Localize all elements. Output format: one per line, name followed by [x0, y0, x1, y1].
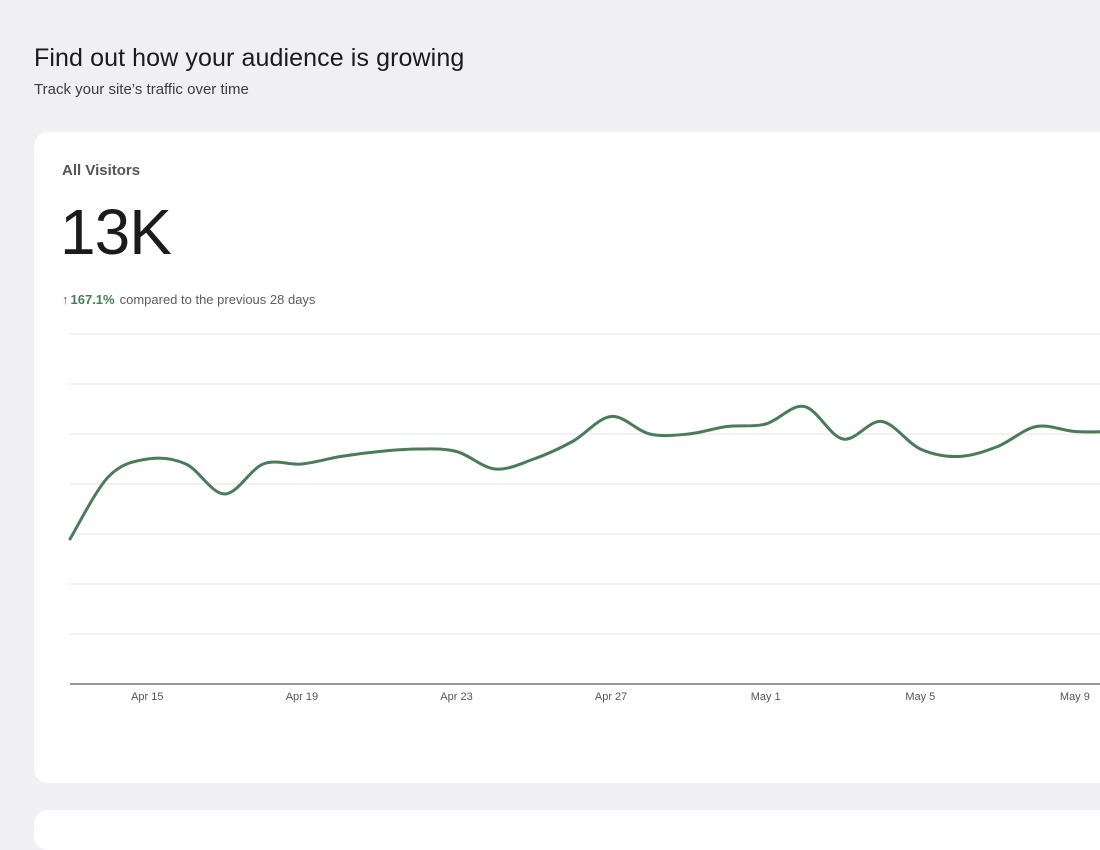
data-point: [880, 420, 884, 424]
page-subtitle: Track your site’s traffic over time: [34, 81, 249, 98]
data-point: [68, 537, 72, 541]
data-point: [802, 405, 806, 409]
data-point: [1073, 430, 1077, 434]
x-tick-label: May 5: [905, 691, 935, 703]
data-point: [532, 457, 536, 461]
change-text: compared to the previous 28 days: [119, 292, 316, 307]
data-point: [648, 432, 652, 436]
data-point: [145, 457, 149, 461]
data-point: [493, 467, 497, 471]
x-tick-label: Apr 19: [286, 691, 318, 703]
page-title: Find out how your audience is growing: [34, 44, 465, 72]
metric-value: 13K: [60, 196, 172, 268]
data-point: [764, 422, 768, 426]
data-point: [957, 455, 961, 459]
x-tick-label: Apr 23: [440, 691, 472, 703]
x-tick-label: May 1: [751, 691, 781, 703]
data-point: [686, 432, 690, 436]
data-point: [223, 492, 227, 496]
data-point: [339, 455, 343, 459]
series-line-all-visitors: [68, 404, 1100, 541]
metric-change: ↑ 167.1% compared to the previous 28 day…: [62, 292, 315, 307]
page-header: Find out how your audience is growing Tr…: [34, 44, 464, 98]
x-tick-label: May 9: [1060, 691, 1090, 703]
data-point: [1034, 425, 1038, 429]
data-point: [841, 437, 845, 441]
data-point: [184, 462, 188, 466]
visitors-line-chart[interactable]: Apr 15 Apr 19 Apr 23 Apr 27 May 1 May 5 May 9: [34, 132, 1100, 783]
next-card: [34, 810, 1100, 850]
data-point: [918, 447, 922, 451]
data-point: [455, 450, 459, 454]
data-point: [416, 447, 420, 451]
change-percent: 167.1%: [70, 292, 115, 307]
data-point: [377, 450, 381, 454]
data-point: [300, 462, 304, 466]
data-point: [261, 462, 265, 466]
data-point: [609, 415, 613, 419]
data-point: [107, 475, 111, 479]
x-tick-label: Apr 27: [595, 691, 627, 703]
visitors-card: All Visitors 13K ↑ 167.1% compared to th…: [34, 132, 1100, 783]
metric-label: All Visitors: [62, 162, 141, 179]
data-point: [570, 440, 574, 444]
data-point: [996, 445, 1000, 449]
arrow-up-icon: ↑: [62, 292, 69, 307]
x-tick-label: Apr 15: [131, 691, 163, 703]
data-point: [725, 425, 729, 429]
